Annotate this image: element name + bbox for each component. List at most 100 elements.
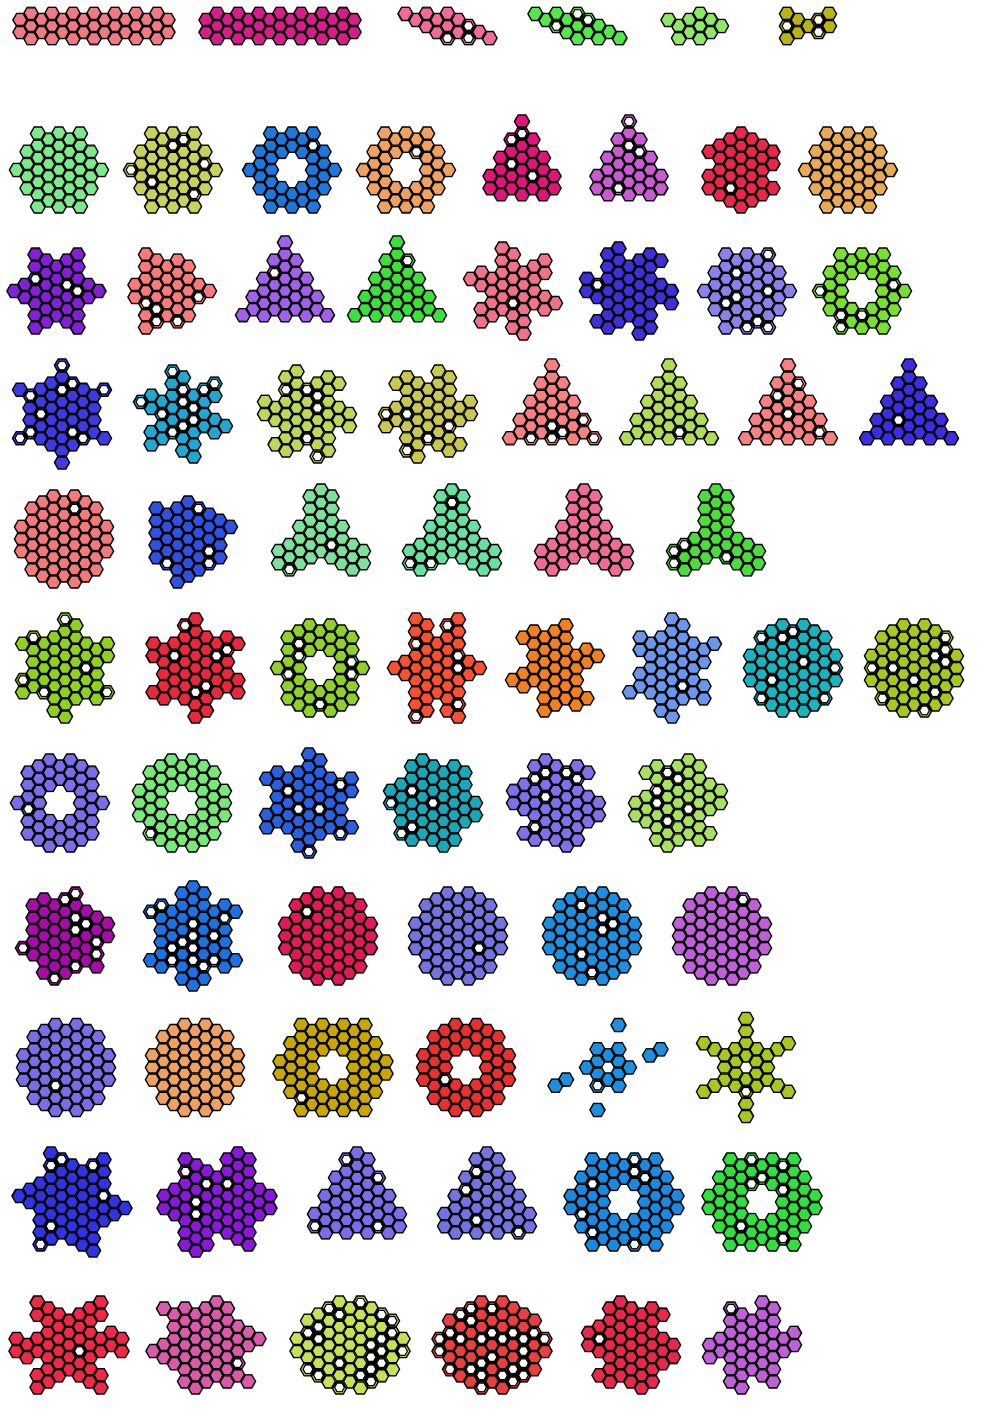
tiling-blob-r1-c5 xyxy=(650,2,750,50)
tiling-hole xyxy=(571,9,584,19)
tiling-hole xyxy=(452,663,464,673)
tiling-hole xyxy=(730,292,743,302)
tiling-hexagon-r9-c2 xyxy=(133,1005,257,1130)
tiling-seams xyxy=(562,1024,658,1111)
tiling-hole xyxy=(208,931,220,941)
tiling-seam-tint xyxy=(585,1159,680,1251)
tiling-hexagon-r8-c5 xyxy=(531,874,653,998)
tiling-hole xyxy=(59,614,71,625)
tiling-hole xyxy=(311,391,324,401)
tiling-seam-tint xyxy=(545,484,630,576)
tiling-hole xyxy=(470,1215,483,1225)
tiling-hole xyxy=(155,900,168,911)
tiling-hole xyxy=(672,773,684,784)
tiling-triangle-ring-r2-c6 xyxy=(577,114,681,225)
tiling-hole xyxy=(486,1352,498,1362)
tiling-hexagon-r6-c8 xyxy=(856,605,972,731)
tiling-tripod-r5-c6 xyxy=(655,480,777,598)
tiling-hole xyxy=(475,1334,488,1344)
tiling-hole xyxy=(177,397,189,407)
tiling-ring-r2-c3 xyxy=(237,115,347,225)
tiling-hole xyxy=(71,286,84,296)
tiling-hole xyxy=(101,687,113,698)
tiling-seam-tint xyxy=(713,13,718,33)
tiling-hole xyxy=(507,1328,519,1338)
tiling-star-r3-c5 xyxy=(459,236,567,346)
tiling-hole xyxy=(188,189,200,200)
tiling-hole xyxy=(301,906,313,917)
tiling-blob-r5-c2 xyxy=(130,480,246,598)
tiling-body xyxy=(533,483,635,577)
tiling-hole xyxy=(475,1370,488,1381)
tiling-hole xyxy=(892,415,905,425)
tiling-pinwheel-r11-c5 xyxy=(573,1285,689,1405)
tiling-ring-r3-c8 xyxy=(807,236,917,346)
tiling-hole xyxy=(325,540,338,550)
tiling-triangle-ring-r10-c3 xyxy=(295,1140,419,1264)
tiling-hole xyxy=(539,767,552,778)
tiling-hole xyxy=(835,322,847,333)
tiling-hole xyxy=(812,27,825,37)
tiling-body xyxy=(501,358,603,446)
tiling-hole xyxy=(166,943,178,953)
tiling-hole xyxy=(444,1364,456,1375)
tiling-hole xyxy=(166,366,179,377)
tiling-hole xyxy=(473,943,485,953)
tiling-hole xyxy=(676,681,689,691)
tiling-seam-tint xyxy=(19,1296,119,1394)
tiling-hole xyxy=(814,286,826,296)
tiling-hole xyxy=(282,786,294,796)
tiling-hole xyxy=(465,1315,477,1326)
tiling-hole xyxy=(282,669,295,679)
tiling-hole xyxy=(187,919,199,929)
tiling-hole xyxy=(661,816,674,826)
tiling-hole xyxy=(295,1093,308,1103)
tiling-hole xyxy=(755,632,768,643)
tiling-hole xyxy=(887,280,900,290)
tiling-hole xyxy=(782,409,794,419)
tiling-hole xyxy=(454,1334,467,1344)
tiling-pinwheel-r7-c5 xyxy=(497,741,615,865)
tiling-body xyxy=(144,1017,246,1118)
tiling-hole xyxy=(651,798,663,808)
tiling-star-r11-c1 xyxy=(3,1285,135,1405)
tiling-hole xyxy=(365,1364,377,1375)
tiling-hexagon-r11-c4 xyxy=(425,1285,559,1405)
tiling-body xyxy=(578,241,680,341)
tiling-hole xyxy=(334,828,347,839)
tiling-hole xyxy=(61,280,73,290)
tiling-hole xyxy=(161,558,173,569)
tiling-hole xyxy=(517,1358,530,1368)
tiling-hole xyxy=(866,663,878,673)
tiling-hole xyxy=(87,1160,99,1171)
tiling-body xyxy=(665,483,767,577)
tiling-hole xyxy=(628,1239,641,1250)
tiling-hole xyxy=(24,427,37,437)
tiling-tripod-r5-c3 xyxy=(258,480,384,598)
tiling-seam-tint xyxy=(713,1308,802,1376)
tiling-hole xyxy=(135,397,147,407)
tiling-snowflake-r9-c5 xyxy=(544,1005,672,1130)
tiling-hole xyxy=(678,540,691,550)
tiling-ring-r9-c3 xyxy=(267,1005,399,1130)
tiling-hole xyxy=(365,1352,377,1362)
tiling-seam-tint xyxy=(268,365,342,457)
tiling-hole xyxy=(876,693,889,704)
tiling-blob-r8-c1 xyxy=(4,874,126,998)
tiling-hole xyxy=(179,1166,192,1177)
tiling-body xyxy=(346,235,448,323)
tiling-hole xyxy=(375,1346,388,1356)
tiling-band-r1-c1 xyxy=(4,2,184,50)
tiling-hole xyxy=(668,558,680,569)
tiling-hole xyxy=(452,651,464,661)
tiling-hole xyxy=(69,913,82,923)
tiling-body xyxy=(11,358,113,470)
tiling-hole xyxy=(77,433,89,444)
tiling-hole xyxy=(166,955,178,966)
tiling-hole xyxy=(345,669,358,679)
tiling-hole xyxy=(427,798,439,808)
tiling-hole xyxy=(486,1303,498,1314)
tiling-hole xyxy=(177,134,190,145)
tiling-hole xyxy=(571,773,583,784)
tiling-hole xyxy=(386,1328,398,1338)
